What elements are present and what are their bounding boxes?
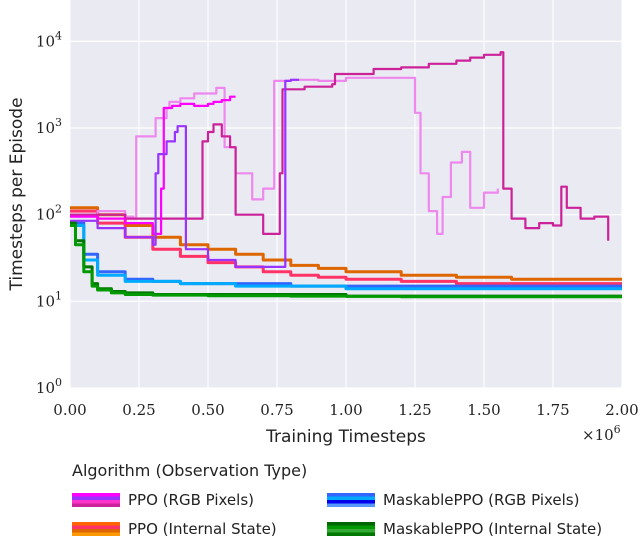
y-tick-exp: 0	[55, 376, 62, 389]
legend-swatch	[72, 525, 120, 529]
series-group	[70, 51, 622, 299]
y-tick-exp: 4	[55, 29, 62, 42]
y-tick-base: 10	[36, 206, 55, 224]
legend-swatch	[327, 496, 375, 500]
x-axis-multiplier-base: ×10	[582, 426, 614, 444]
y-tick-label: 102	[36, 203, 62, 224]
legend-swatch	[327, 532, 375, 536]
x-tick-label: 0.75	[260, 401, 293, 419]
legend-label: PPO (RGB Pixels)	[128, 491, 254, 509]
series-line	[70, 76, 499, 235]
legend-swatch	[327, 503, 375, 507]
legend-title: Algorithm (Observation Type)	[72, 461, 307, 480]
x-tick-label: 0.50	[191, 401, 224, 419]
x-tick-label: 1.50	[467, 401, 500, 419]
legend-entry: MaskablePPO (Internal State)	[327, 520, 602, 538]
series-line	[70, 224, 622, 291]
legend-label: PPO (Internal State)	[128, 520, 277, 538]
y-tick-exp: 1	[55, 289, 62, 302]
x-tick-label: 1.75	[536, 401, 569, 419]
y-tick-label: 100	[36, 376, 62, 397]
legend: PPO (RGB Pixels) MaskablePPO (RGB Pixels)…	[72, 491, 602, 538]
y-tick-label: 101	[36, 289, 62, 310]
y-axis-label: Timesteps per Episode	[7, 97, 27, 291]
legend-swatch	[72, 529, 120, 533]
series-line	[70, 206, 622, 281]
y-tick-base: 10	[36, 292, 55, 310]
legend-entry: PPO (Internal State)	[72, 520, 277, 538]
legend-swatch	[327, 500, 375, 504]
legend-swatch	[327, 525, 375, 529]
x-axis-multiplier: ×106	[582, 423, 621, 444]
series-line	[70, 51, 610, 241]
legend-swatch	[327, 529, 375, 533]
legend-label: MaskablePPO (Internal State)	[383, 520, 602, 538]
legend-entry: PPO (RGB Pixels)	[72, 491, 254, 509]
y-tick-label: 104	[36, 29, 62, 50]
x-tick-label: 2.00	[605, 401, 638, 419]
grid	[69, 0, 623, 389]
series-line	[70, 78, 300, 268]
x-tick-label: 0.25	[122, 401, 155, 419]
y-tick-base: 10	[36, 119, 55, 137]
y-tick-exp: 2	[55, 203, 62, 216]
series-line	[70, 95, 236, 235]
series-line	[70, 224, 622, 299]
legend-entry: MaskablePPO (RGB Pixels)	[327, 491, 579, 509]
legend-swatch	[72, 522, 120, 526]
y-tick-base: 10	[36, 32, 55, 50]
y-tick-exp: 3	[55, 116, 62, 129]
x-axis-ticks: 0.00 0.25 0.50 0.75 1.00 1.25 1.50 1.75 2.00	[53, 401, 638, 419]
x-axis-multiplier-exp: 6	[614, 423, 621, 436]
legend-swatch	[72, 493, 120, 497]
x-axis-label: Training Timesteps	[265, 427, 426, 447]
legend-swatch	[72, 532, 120, 536]
y-tick-base: 10	[36, 379, 55, 397]
legend-label: MaskablePPO (RGB Pixels)	[383, 491, 579, 509]
legend-swatch	[327, 493, 375, 497]
legend-swatch	[327, 522, 375, 526]
y-tick-label: 103	[36, 116, 62, 137]
legend-swatch	[72, 503, 120, 507]
x-tick-label: 1.00	[329, 401, 362, 419]
x-tick-label: 1.25	[398, 401, 431, 419]
x-tick-label: 0.00	[53, 401, 86, 419]
legend-swatch	[72, 496, 120, 500]
legend-swatch	[72, 500, 120, 504]
